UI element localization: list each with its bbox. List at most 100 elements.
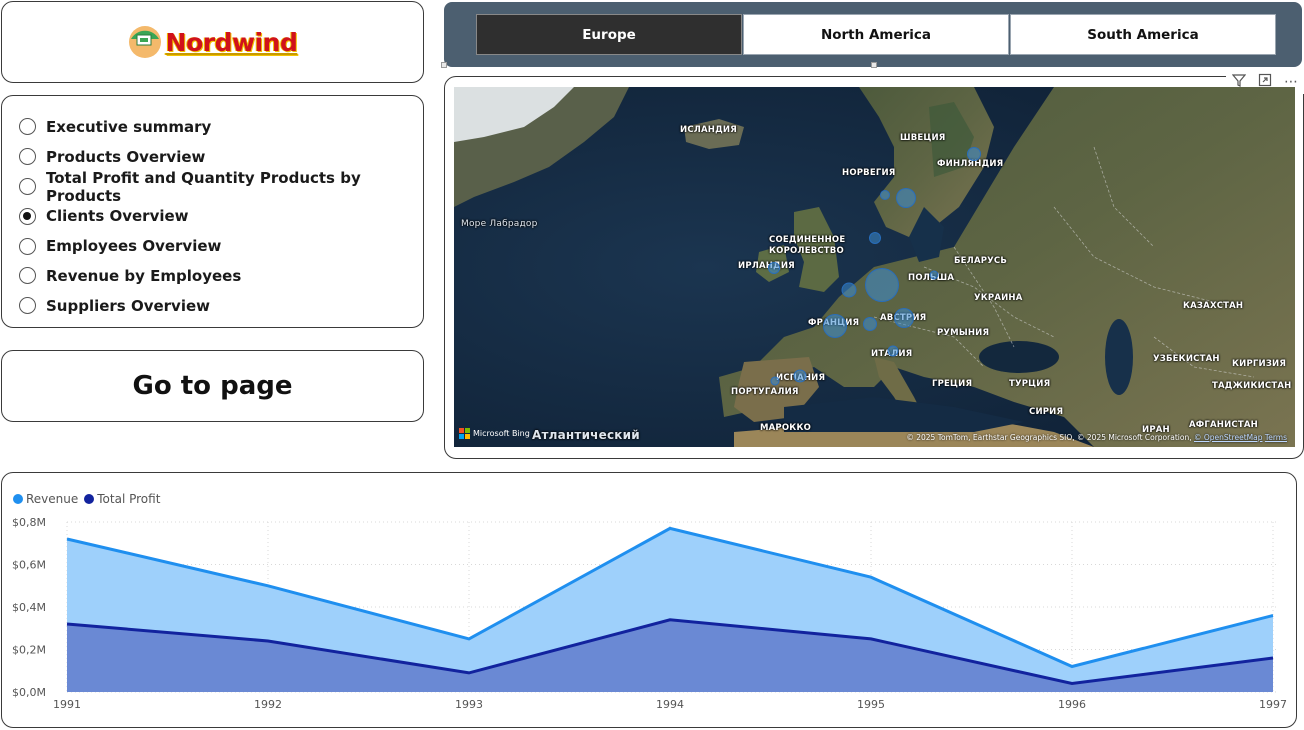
legend-item-total-profit[interactable]: Total Profit (84, 492, 160, 506)
map-bubble[interactable] (863, 317, 877, 331)
map-label-kyrgyzstan: КИРГИЗИЯ (1232, 359, 1287, 369)
logo-card: Nordwind (1, 1, 424, 83)
radio-employees-overview[interactable]: Employees Overview (19, 231, 423, 261)
legend-label: Revenue (26, 492, 79, 506)
area-chart-plot: $0,0M $0,2M $0,4M $0,6M $0,8M 1991 1992 1993 199… (12, 516, 1287, 711)
region-slicer: Europe North America South America (444, 2, 1302, 67)
map-label-morocco: МАРОККО (760, 423, 812, 433)
map-bubble[interactable] (841, 282, 857, 298)
map-attribution: © 2025 TomTom, Earthstar Geographics SIO… (906, 433, 1287, 442)
radio-button[interactable] (19, 297, 36, 315)
go-to-page-button[interactable]: Go to page (1, 350, 424, 422)
map-bubble[interactable] (887, 345, 899, 357)
map-bubble[interactable] (894, 308, 914, 328)
focus-mode-icon[interactable] (1258, 73, 1272, 91)
radio-button-checked[interactable] (19, 207, 36, 225)
line-revenue (66, 526, 1274, 669)
line-total-profit (66, 618, 1274, 686)
y-tick-label: $0,6M (12, 559, 46, 572)
map-bubble[interactable] (865, 268, 899, 302)
legend-item-revenue[interactable]: Revenue (13, 492, 78, 506)
radio-button[interactable] (19, 177, 36, 195)
radio-label: Executive summary (46, 117, 212, 136)
logo: Nordwind (128, 25, 298, 59)
slicer-option-europe[interactable]: Europe (476, 14, 742, 55)
map-label-ukraine: УКРАИНА (974, 293, 1023, 303)
y-tick-label: $0,4M (12, 601, 46, 614)
map-bubble[interactable] (896, 188, 916, 208)
radio-label: Employees Overview (46, 237, 222, 256)
attribution-text: © 2025 TomTom, Earthstar Geographics SIO… (906, 433, 1194, 442)
x-tick-label: 1992 (254, 698, 282, 711)
satellite-map-background (454, 87, 1295, 447)
area-revenue (67, 528, 1273, 692)
map-label-turkey: ТУРЦИЯ (1009, 379, 1051, 389)
x-tick-label: 1996 (1058, 698, 1086, 711)
map-bubble[interactable] (869, 232, 881, 244)
map-label-tajikistan: ТАДЖИКИСТАН (1212, 381, 1292, 391)
map-label-belarus: БЕЛАРУСЬ (954, 256, 1008, 266)
map-bubble[interactable] (967, 147, 981, 161)
radio-label: Revenue by Employees (46, 266, 242, 285)
radio-button[interactable] (19, 267, 36, 285)
radio-revenue-by-employees[interactable]: Revenue by Employees (19, 261, 423, 291)
x-tick-label: 1993 (455, 698, 483, 711)
y-tick-label: $0,8M (12, 516, 46, 529)
map-bubble[interactable] (793, 369, 807, 383)
microsoft-bing-logo: Microsoft Bing (459, 428, 530, 439)
slicer-option-north-america[interactable]: North America (743, 14, 1009, 55)
area-total-profit (67, 619, 1273, 692)
filter-icon[interactable] (1231, 73, 1247, 91)
openstreetmap-link[interactable]: © OpenStreetMap (1193, 433, 1263, 442)
radio-button[interactable] (19, 237, 36, 255)
map-label-norway: НОРВЕГИЯ (842, 168, 896, 178)
map-label-iceland: ИСЛАНДИЯ (680, 125, 737, 135)
radio-label: Products Overview (46, 147, 206, 166)
slicer-option-south-america[interactable]: South America (1010, 14, 1276, 55)
x-tick-label: 1997 (1259, 698, 1287, 711)
radio-clients-overview[interactable]: Clients Overview (19, 201, 423, 231)
y-tick-label: $0,0M (12, 686, 46, 699)
legend-label: Total Profit (97, 492, 161, 506)
map-label-syria: СИРИЯ (1029, 407, 1064, 417)
map-label-greece: ГРЕЦИЯ (932, 379, 973, 389)
map-label-uzbekistan: УЗБЕКИСТАН (1153, 354, 1220, 364)
radio-total-profit-quantity[interactable]: Total Profit and Quantity Products by Pr… (19, 169, 423, 205)
map-bubble[interactable] (823, 314, 847, 338)
page-navigation: Executive summary Products Overview Tota… (1, 95, 424, 328)
map-label-iran: ИРАН (1142, 425, 1170, 435)
map-label-atlantic: Атлантический (532, 428, 640, 442)
radio-suppliers-overview[interactable]: Suppliers Overview (19, 291, 423, 321)
y-tick-label: $0,2M (12, 644, 46, 657)
map-label-finland: ФИНЛЯНДИЯ (937, 159, 1004, 169)
map-bubble[interactable] (880, 190, 890, 200)
legend-dot-revenue (13, 494, 23, 504)
map-label-ireland: ИРЛАНДИЯ (738, 261, 795, 271)
radio-button[interactable] (19, 118, 36, 136)
logo-text: Nordwind (165, 27, 298, 57)
map-label-afghanistan: АФГАНИСТАН (1189, 420, 1258, 430)
resize-handle[interactable] (441, 62, 447, 68)
map-bubble[interactable] (770, 376, 780, 386)
x-tick-label: 1994 (656, 698, 684, 711)
map-label-labrador-sea: Море Лабрадор (461, 219, 538, 229)
radio-label: Suppliers Overview (46, 296, 211, 315)
map-bubble[interactable] (768, 262, 780, 274)
map-bubble[interactable] (929, 270, 939, 280)
map-canvas[interactable]: ИСЛАНДИЯ ШВЕЦИЯ ФИНЛЯНДИЯ НОРВЕГИЯ Море … (454, 87, 1295, 447)
bing-label: Microsoft Bing (473, 429, 530, 438)
map-label-portugal: ПОРТУГАЛИЯ (731, 387, 799, 397)
map-label-romania: РУМЫНИЯ (937, 328, 990, 338)
radio-button[interactable] (19, 148, 36, 166)
microsoft-logo-icon (459, 428, 470, 439)
chart-legend: Revenue Total Profit (13, 492, 166, 506)
resize-handle[interactable] (871, 62, 877, 68)
more-options-icon[interactable]: ⋯ (1284, 74, 1298, 90)
radio-executive-summary[interactable]: Executive summary (19, 112, 423, 142)
radio-products-overview[interactable]: Products Overview (19, 142, 423, 172)
map-label-sweden: ШВЕЦИЯ (900, 133, 946, 143)
x-tick-label: 1991 (53, 698, 81, 711)
map-label-uk: СОЕДИНЕННОЕ КОРОЛЕВСТВО (769, 235, 846, 256)
terms-link[interactable]: Terms (1264, 433, 1287, 442)
legend-dot-profit (84, 494, 95, 504)
